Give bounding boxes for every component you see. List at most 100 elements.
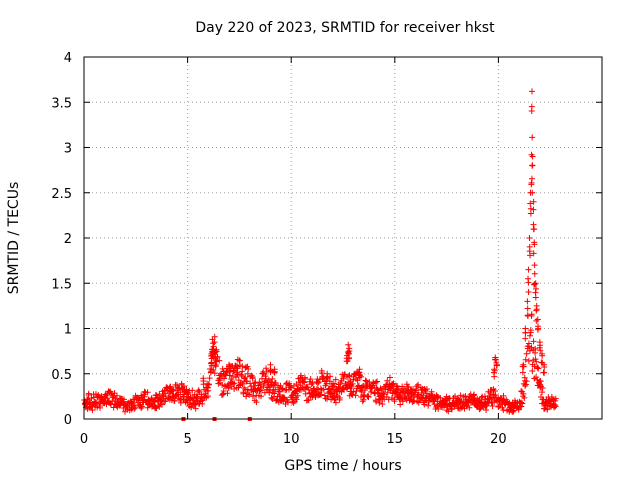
data-point xyxy=(533,374,540,381)
data-point xyxy=(210,366,217,373)
data-point xyxy=(532,280,539,287)
data-point xyxy=(138,403,145,410)
data-point xyxy=(529,162,536,169)
data-point xyxy=(537,342,544,349)
data-point xyxy=(350,376,357,383)
data-point xyxy=(318,391,325,398)
data-point xyxy=(225,363,232,370)
data-point xyxy=(212,363,219,370)
data-point xyxy=(157,396,164,403)
data-point xyxy=(532,285,539,292)
data-point xyxy=(210,343,217,350)
data-point xyxy=(158,397,165,404)
data-point xyxy=(443,400,450,407)
data-point xyxy=(384,377,391,384)
data-point xyxy=(250,383,257,390)
data-point xyxy=(315,379,322,386)
data-point xyxy=(287,385,294,392)
data-point xyxy=(500,392,507,399)
grid-lines xyxy=(84,57,602,419)
data-point xyxy=(234,371,241,378)
data-point xyxy=(491,373,498,380)
data-point xyxy=(368,388,375,395)
data-point xyxy=(253,399,260,406)
data-point xyxy=(435,405,442,412)
data-point xyxy=(318,367,325,374)
data-point xyxy=(379,400,386,407)
data-point xyxy=(336,396,343,403)
data-point xyxy=(283,381,290,388)
data-point xyxy=(220,387,227,394)
data-point xyxy=(208,352,215,359)
data-point xyxy=(539,389,546,396)
data-point xyxy=(314,380,321,387)
data-point xyxy=(525,266,532,273)
data-point xyxy=(296,379,303,386)
data-point xyxy=(353,375,360,382)
data-point xyxy=(525,275,532,282)
data-point xyxy=(522,335,529,342)
data-point xyxy=(332,376,339,383)
data-point xyxy=(275,388,282,395)
data-point xyxy=(530,206,537,213)
data-point xyxy=(391,398,398,405)
data-point xyxy=(218,392,225,399)
data-point xyxy=(332,399,339,406)
data-point xyxy=(267,366,274,373)
data-point xyxy=(535,325,542,332)
data-point xyxy=(535,365,542,372)
data-point xyxy=(341,371,348,378)
data-point xyxy=(522,329,529,336)
data-point xyxy=(188,404,195,411)
data-point xyxy=(397,401,404,408)
data-point xyxy=(359,398,366,405)
data-point xyxy=(529,134,536,141)
data-point xyxy=(403,396,410,403)
data-point xyxy=(243,378,250,385)
data-point xyxy=(346,372,353,379)
y-tick-label: 1.5 xyxy=(51,277,72,292)
data-point xyxy=(271,368,278,375)
data-point xyxy=(376,399,383,406)
data-point xyxy=(527,329,534,336)
data-point xyxy=(531,281,538,288)
data-point xyxy=(350,388,357,395)
data-point xyxy=(374,386,381,393)
data-point xyxy=(530,198,537,205)
data-point xyxy=(86,399,93,406)
data-point xyxy=(323,375,330,382)
x-tick-labels: 0 5 10 15 20 xyxy=(80,432,507,447)
data-point xyxy=(298,372,305,379)
data-point xyxy=(345,341,352,348)
y-tick-label: 2 xyxy=(64,232,72,247)
data-point xyxy=(525,343,532,350)
data-point xyxy=(144,389,151,396)
data-point xyxy=(268,394,275,401)
data-point xyxy=(96,402,103,409)
data-point xyxy=(458,404,465,411)
data-point xyxy=(176,384,183,391)
data-point xyxy=(415,391,422,398)
data-point xyxy=(533,358,540,365)
data-point xyxy=(533,306,540,313)
data-point xyxy=(224,390,231,397)
data-point xyxy=(226,368,233,375)
data-point xyxy=(159,401,166,408)
data-point xyxy=(220,375,227,382)
data-point xyxy=(268,379,275,386)
data-point xyxy=(415,381,422,388)
data-point xyxy=(307,376,314,383)
data-point xyxy=(531,225,538,232)
data-point xyxy=(200,377,207,384)
data-point xyxy=(428,388,435,395)
data-point xyxy=(529,153,536,160)
data-point xyxy=(526,347,533,354)
data-point xyxy=(304,384,311,391)
data-point xyxy=(483,406,490,413)
data-point xyxy=(365,393,372,400)
data-point xyxy=(309,379,316,386)
data-point xyxy=(138,404,145,411)
data-point xyxy=(287,384,294,391)
data-point xyxy=(523,350,530,357)
data-point xyxy=(533,307,540,314)
